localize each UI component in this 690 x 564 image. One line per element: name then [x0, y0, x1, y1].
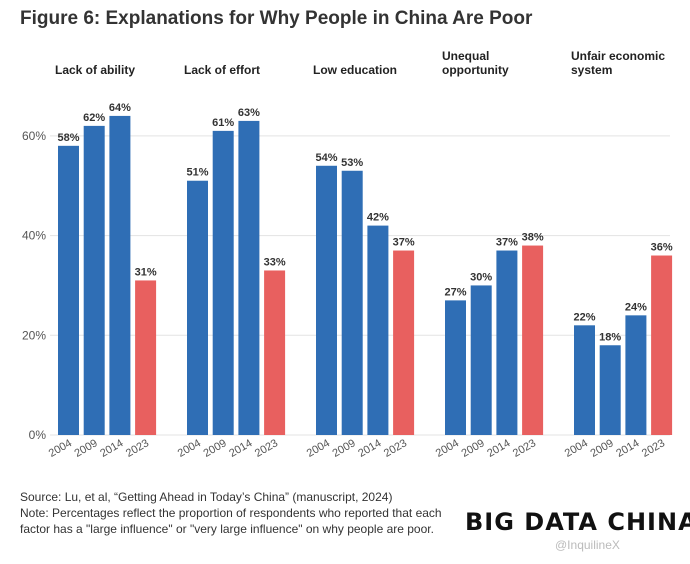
source-text: Source: Lu, et al, “Getting Ahead in Tod…: [20, 490, 393, 504]
data-label: 58%: [57, 132, 79, 144]
x-tick-label: 2023: [253, 437, 280, 460]
bar: [264, 270, 286, 435]
x-tick-label: 2004: [305, 437, 332, 460]
bar: [187, 180, 208, 435]
bar: [109, 115, 131, 436]
data-label: 63%: [238, 107, 260, 119]
x-tick-label: 2004: [176, 437, 203, 460]
x-tick-label: 2009: [588, 437, 615, 460]
x-tick-label: 2004: [563, 437, 590, 460]
x-tick-label: 2023: [124, 437, 151, 460]
data-label: 51%: [186, 167, 208, 179]
source-block: Source: Lu, et al, “Getting Ahead in Tod…: [20, 489, 460, 537]
bar: [496, 250, 518, 435]
data-label: 54%: [315, 152, 337, 164]
x-tick-label: 2014: [98, 437, 125, 460]
x-tick-label: 2014: [485, 437, 512, 460]
data-label: 24%: [625, 301, 647, 313]
data-label: 30%: [470, 271, 492, 283]
x-tick-label: 2009: [330, 437, 357, 460]
x-tick-label: 2014: [614, 437, 641, 460]
bar: [651, 255, 673, 435]
bar: [522, 245, 544, 435]
bar-chart: 0% 20% 40% 60% Lack of ability 58% 2004 62% 2009…: [22, 49, 673, 460]
data-label: 37%: [496, 237, 518, 249]
bar: [367, 225, 389, 435]
bar: [135, 280, 157, 435]
data-label: 38%: [522, 232, 544, 244]
bar: [574, 325, 595, 435]
data-label: 27%: [444, 286, 466, 298]
data-label: 36%: [651, 242, 673, 254]
bar: [58, 145, 79, 436]
x-tick-label: 2004: [47, 437, 74, 460]
data-label: 33%: [264, 256, 286, 268]
y-tick-label: 60%: [22, 129, 46, 143]
panel-label: Unequal: [442, 49, 489, 63]
panel-label: Lack of ability: [55, 63, 135, 77]
bar: [83, 125, 105, 435]
panel-label: Lack of effort: [184, 63, 260, 77]
bar: [599, 345, 621, 435]
logo-text: BIG DATA CHINA: [465, 508, 690, 536]
brand-logo: BIG DATA CHINA: [465, 508, 690, 536]
data-label: 64%: [109, 102, 131, 114]
bar: [470, 285, 492, 435]
data-label: 31%: [135, 266, 157, 278]
data-label: 37%: [393, 237, 415, 249]
watermark: @InquilineX: [555, 538, 620, 552]
bar: [238, 120, 260, 436]
x-tick-label: 2023: [382, 437, 409, 460]
data-label: 53%: [341, 157, 363, 169]
note-text: Note: Percentages reflect the proportion…: [20, 506, 442, 536]
data-label: 61%: [212, 117, 234, 129]
y-tick-label: 20%: [22, 328, 46, 342]
x-tick-label: 2023: [511, 437, 538, 460]
bar: [316, 165, 337, 435]
x-tick-label: 2023: [640, 437, 667, 460]
chart-title: Figure 6: Explanations for Why People in…: [20, 8, 533, 29]
bar: [625, 315, 647, 435]
panel-label: opportunity: [442, 63, 509, 77]
x-tick-label: 2009: [459, 437, 486, 460]
data-label: 22%: [573, 311, 595, 323]
x-tick-label: 2009: [201, 437, 228, 460]
bar: [341, 170, 363, 435]
data-label: 18%: [599, 331, 621, 343]
y-tick-label: 0%: [29, 428, 47, 442]
bar: [445, 300, 466, 435]
panel-label: Low education: [313, 63, 397, 77]
bar: [393, 250, 415, 435]
x-tick-label: 2014: [356, 437, 383, 460]
panel-label: Unfair economic: [571, 49, 665, 63]
x-tick-label: 2004: [434, 437, 461, 460]
bar: [212, 130, 234, 435]
y-tick-label: 40%: [22, 229, 46, 243]
data-label: 62%: [83, 112, 105, 124]
panel-label: system: [571, 63, 612, 77]
data-label: 42%: [367, 212, 389, 224]
x-tick-label: 2009: [72, 437, 99, 460]
x-tick-label: 2014: [227, 437, 254, 460]
